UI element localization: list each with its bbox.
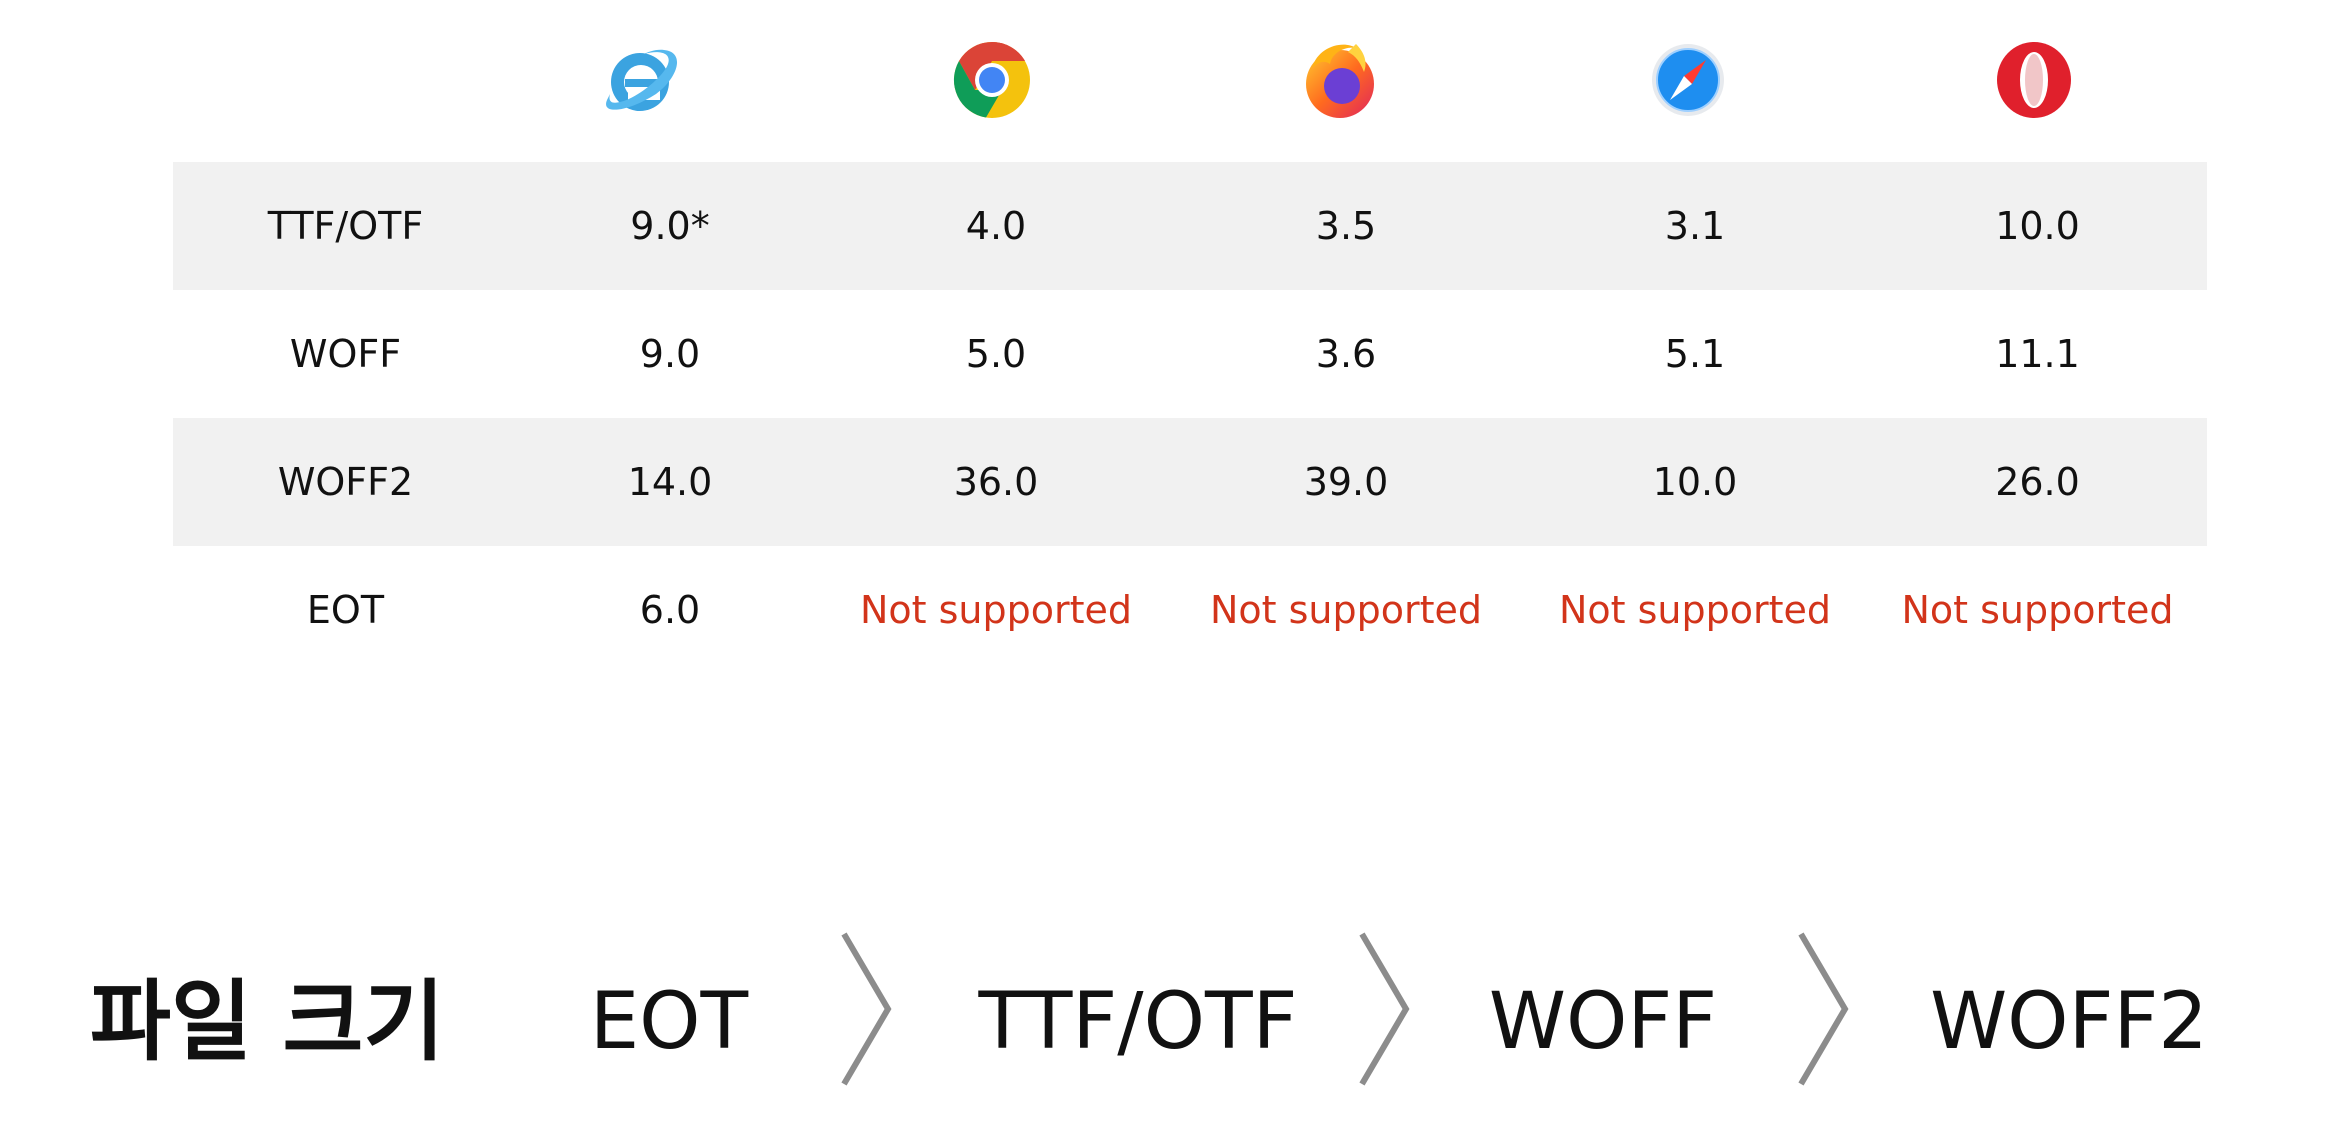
file-size-title: 파일 크기 bbox=[90, 970, 445, 1073]
table-cell: 3.6 bbox=[1315, 332, 1377, 376]
safari-icon bbox=[1646, 38, 1730, 122]
table-cell: 36.0 bbox=[822, 418, 1170, 546]
table-cell: 3.1 bbox=[1522, 162, 1868, 290]
row-format-label: TTF/OTF bbox=[173, 162, 518, 290]
size-format-woff2: WOFF2 bbox=[1930, 977, 2208, 1067]
table-cell: 26.0 bbox=[1868, 418, 2207, 546]
size-format-ttf-otf: TTF/OTF bbox=[978, 977, 1298, 1067]
not-supported-cell: Not supported bbox=[859, 588, 1133, 632]
table-row: TTF/OTF 9.0* 4.0 3.5 3.1 10.0 bbox=[173, 162, 2207, 290]
size-format-eot: EOT bbox=[589, 977, 749, 1067]
opera-icon bbox=[1992, 38, 2076, 122]
row-format-label: WOFF2 bbox=[173, 418, 518, 546]
not-supported-cell: Not supported bbox=[1558, 588, 1832, 632]
chrome-icon bbox=[950, 38, 1034, 122]
table-cell: 5.0 bbox=[965, 332, 1027, 376]
table-cell: 6.0 bbox=[639, 588, 701, 632]
not-supported-cell: Not supported bbox=[1901, 588, 2174, 632]
browser-icons-row bbox=[0, 38, 2350, 128]
size-format-woff: WOFF bbox=[1488, 977, 1718, 1067]
table-cell: 5.1 bbox=[1664, 332, 1726, 376]
table-row: WOFF 9.0 5.0 3.6 5.1 11.1 bbox=[173, 290, 2207, 418]
not-supported-cell: Not supported bbox=[1209, 588, 1483, 632]
table-cell: 10.0 bbox=[1868, 162, 2207, 290]
table-row: WOFF2 14.0 36.0 39.0 10.0 26.0 bbox=[173, 418, 2207, 546]
row-format-label: EOT bbox=[306, 588, 385, 632]
table-cell: 11.1 bbox=[1995, 332, 2080, 376]
chevron-right-icon bbox=[1795, 932, 1855, 1086]
table-cell: 10.0 bbox=[1522, 418, 1868, 546]
row-format-label: WOFF bbox=[289, 332, 402, 376]
table-row: EOT 6.0 Not supported Not supported Not … bbox=[173, 546, 2207, 674]
table-cell: 14.0 bbox=[518, 418, 822, 546]
font-support-table: TTF/OTF 9.0* 4.0 3.5 3.1 10.0 WOFF 9.0 5… bbox=[173, 162, 2207, 674]
table-cell: 9.0* bbox=[518, 162, 822, 290]
table-cell: 39.0 bbox=[1170, 418, 1522, 546]
firefox-icon bbox=[1298, 38, 1382, 122]
chevron-right-icon bbox=[838, 932, 898, 1086]
chevron-right-icon bbox=[1356, 932, 1416, 1086]
internet-explorer-icon bbox=[598, 38, 682, 122]
table-cell: 3.5 bbox=[1170, 162, 1522, 290]
table-cell: 4.0 bbox=[822, 162, 1170, 290]
table-cell: 9.0 bbox=[639, 332, 701, 376]
